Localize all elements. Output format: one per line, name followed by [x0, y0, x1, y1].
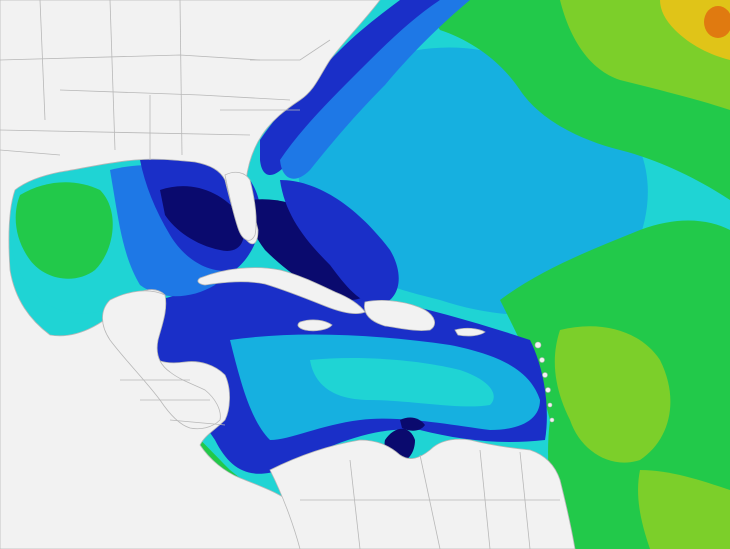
land-puerto-rico — [454, 327, 486, 337]
atlantic-higher-se — [554, 326, 671, 463]
gulf-very-low — [160, 186, 244, 251]
land-jamaica — [297, 319, 333, 332]
land-yucatan — [102, 290, 221, 430]
atlantic-extreme-ne — [704, 6, 730, 38]
venezuela-very-low-2 — [400, 417, 425, 431]
atlantic-higher-se2 — [638, 470, 730, 549]
land-lesser-antilles — [534, 341, 555, 423]
us-coastal-lowmid — [280, 0, 470, 179]
borders — [0, 0, 560, 549]
bahamas-low — [280, 180, 399, 305]
land-north-america — [0, 0, 381, 549]
land-hispaniola — [364, 300, 435, 331]
land-cuba — [197, 267, 366, 314]
land-south-america — [269, 438, 576, 549]
land-florida — [224, 171, 257, 241]
caribbean-mid-high — [310, 358, 494, 407]
gulf-high — [15, 182, 113, 279]
